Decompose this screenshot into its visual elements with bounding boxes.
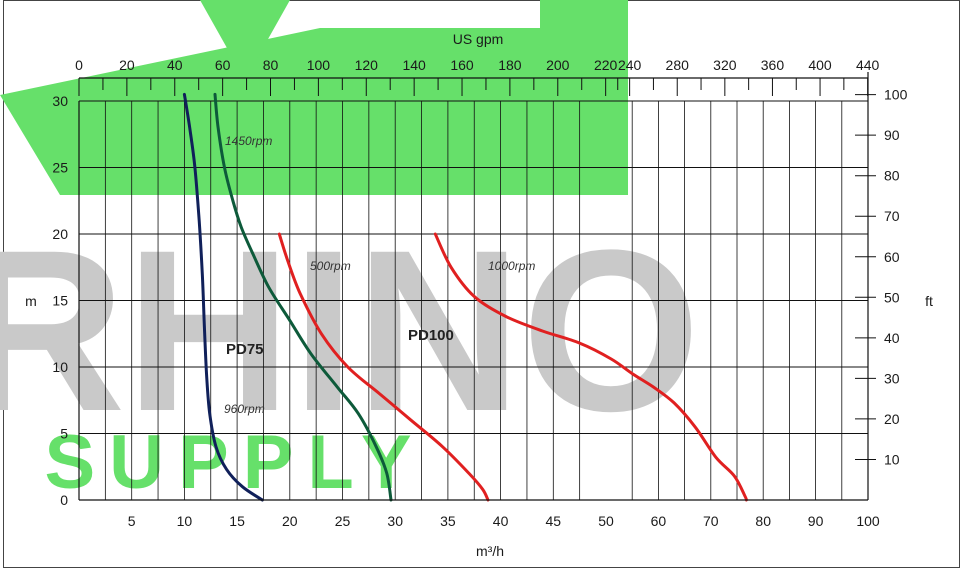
x-tick-label: 15 bbox=[229, 513, 245, 529]
gpm-tick-label: 20 bbox=[119, 57, 135, 73]
y-right-tick-label: 70 bbox=[884, 208, 900, 224]
gpm-tick-label: 80 bbox=[263, 57, 279, 73]
curve-960rpm bbox=[182, 92, 264, 502]
pd100-label: PD100 bbox=[408, 327, 454, 344]
y-left-tick-label: 25 bbox=[52, 160, 68, 176]
gpm-tick-label: 240 bbox=[618, 57, 642, 73]
y-left-tick-label: 5 bbox=[60, 426, 68, 442]
watermark-green-triangle bbox=[200, 0, 290, 80]
x-tick-label: 100 bbox=[856, 513, 880, 529]
axes: 0 20 40 60 80 100 120 140 160 180 200 220 240 280 320 3… bbox=[52, 57, 907, 529]
gpm-tick-label: 0 bbox=[75, 57, 83, 73]
series-label-1000rpm: 1000rpm bbox=[488, 259, 535, 273]
gpm-tick-label: 100 bbox=[307, 57, 331, 73]
y-left-tick-label: 10 bbox=[52, 359, 68, 375]
gpm-tick-label: 320 bbox=[713, 57, 737, 73]
y-right-tick-label: 100 bbox=[884, 87, 908, 103]
watermark-main-text: RHINO bbox=[0, 202, 701, 459]
y-left-tick-label: 30 bbox=[52, 93, 68, 109]
x-tick-label: 35 bbox=[440, 513, 456, 529]
gpm-tick-label: 160 bbox=[450, 57, 474, 73]
gpm-tick-label: 40 bbox=[167, 57, 183, 73]
gpm-tick-label: 180 bbox=[498, 57, 522, 73]
x-tick-label: 20 bbox=[282, 513, 298, 529]
x-tick-label: 50 bbox=[598, 513, 614, 529]
gpm-tick-label: 440 bbox=[856, 57, 880, 73]
gpm-tick-label: 60 bbox=[215, 57, 231, 73]
curve-1000rpm bbox=[433, 232, 748, 502]
y-right-tick-label: 50 bbox=[884, 289, 900, 305]
gpm-tick-label: 400 bbox=[808, 57, 832, 73]
gpm-tick-label: 280 bbox=[666, 57, 690, 73]
gpm-tick-label: 200 bbox=[546, 57, 570, 73]
y-right-tick-label: 90 bbox=[884, 127, 900, 143]
gpm-tick-label: 140 bbox=[402, 57, 426, 73]
y-right-axis-label: ft bbox=[925, 293, 933, 309]
watermark-green-chevron bbox=[540, 0, 628, 195]
y-left-tick-label: 0 bbox=[60, 492, 68, 508]
y-right-tick-label: 60 bbox=[884, 249, 900, 265]
gpm-tick-label: 120 bbox=[355, 57, 379, 73]
y-right-tick-label: 80 bbox=[884, 168, 900, 184]
y-right-tick-label: 30 bbox=[884, 370, 900, 386]
y-left-tick-label: 15 bbox=[52, 293, 68, 309]
x-tick-label: 45 bbox=[546, 513, 562, 529]
y-left-tick-label: 20 bbox=[52, 226, 68, 242]
x-tick-label: 90 bbox=[808, 513, 824, 529]
pd75-label: PD75 bbox=[226, 341, 264, 358]
x-tick-label: 10 bbox=[177, 513, 193, 529]
x-tick-label: 5 bbox=[128, 513, 136, 529]
series-label-960rpm: 960rpm bbox=[224, 402, 265, 416]
x-primary-axis-label: m³/h bbox=[476, 543, 504, 559]
curve-1450rpm bbox=[213, 92, 393, 502]
y-left-axis-label: m bbox=[25, 293, 37, 309]
y-right-tick-label: 10 bbox=[884, 451, 900, 467]
series-label-500rpm: 500rpm bbox=[310, 259, 351, 273]
gpm-tick-label: 360 bbox=[761, 57, 785, 73]
plot-grid bbox=[79, 100, 868, 501]
curve-500rpm bbox=[277, 232, 490, 502]
x-tick-label: 70 bbox=[703, 513, 719, 529]
watermark-green-shape bbox=[0, 28, 600, 195]
gpm-tick-label: 220 bbox=[594, 57, 618, 73]
pump-curves: 1450rpm 960rpm 500rpm 1000rpm bbox=[182, 92, 748, 502]
y-right-tick-label: 20 bbox=[884, 411, 900, 427]
x-tick-label: 25 bbox=[335, 513, 351, 529]
x-tick-label: 80 bbox=[755, 513, 771, 529]
x-tick-label: 40 bbox=[493, 513, 509, 529]
x-tick-label: 30 bbox=[387, 513, 403, 529]
x-secondary-axis-label: US gpm bbox=[453, 31, 504, 47]
series-label-1450rpm: 1450rpm bbox=[225, 134, 272, 148]
y-right-tick-label: 40 bbox=[884, 330, 900, 346]
x-tick-label: 60 bbox=[651, 513, 667, 529]
